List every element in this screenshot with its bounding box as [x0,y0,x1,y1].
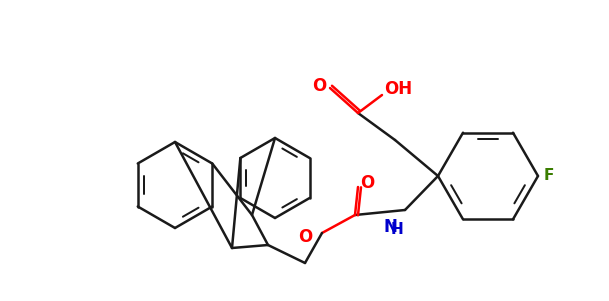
Text: H: H [390,222,403,237]
Text: O: O [298,228,312,246]
Text: O: O [360,174,375,192]
Text: F: F [544,169,554,184]
Text: O: O [312,77,326,95]
Text: N: N [383,218,397,236]
Text: OH: OH [384,80,412,98]
